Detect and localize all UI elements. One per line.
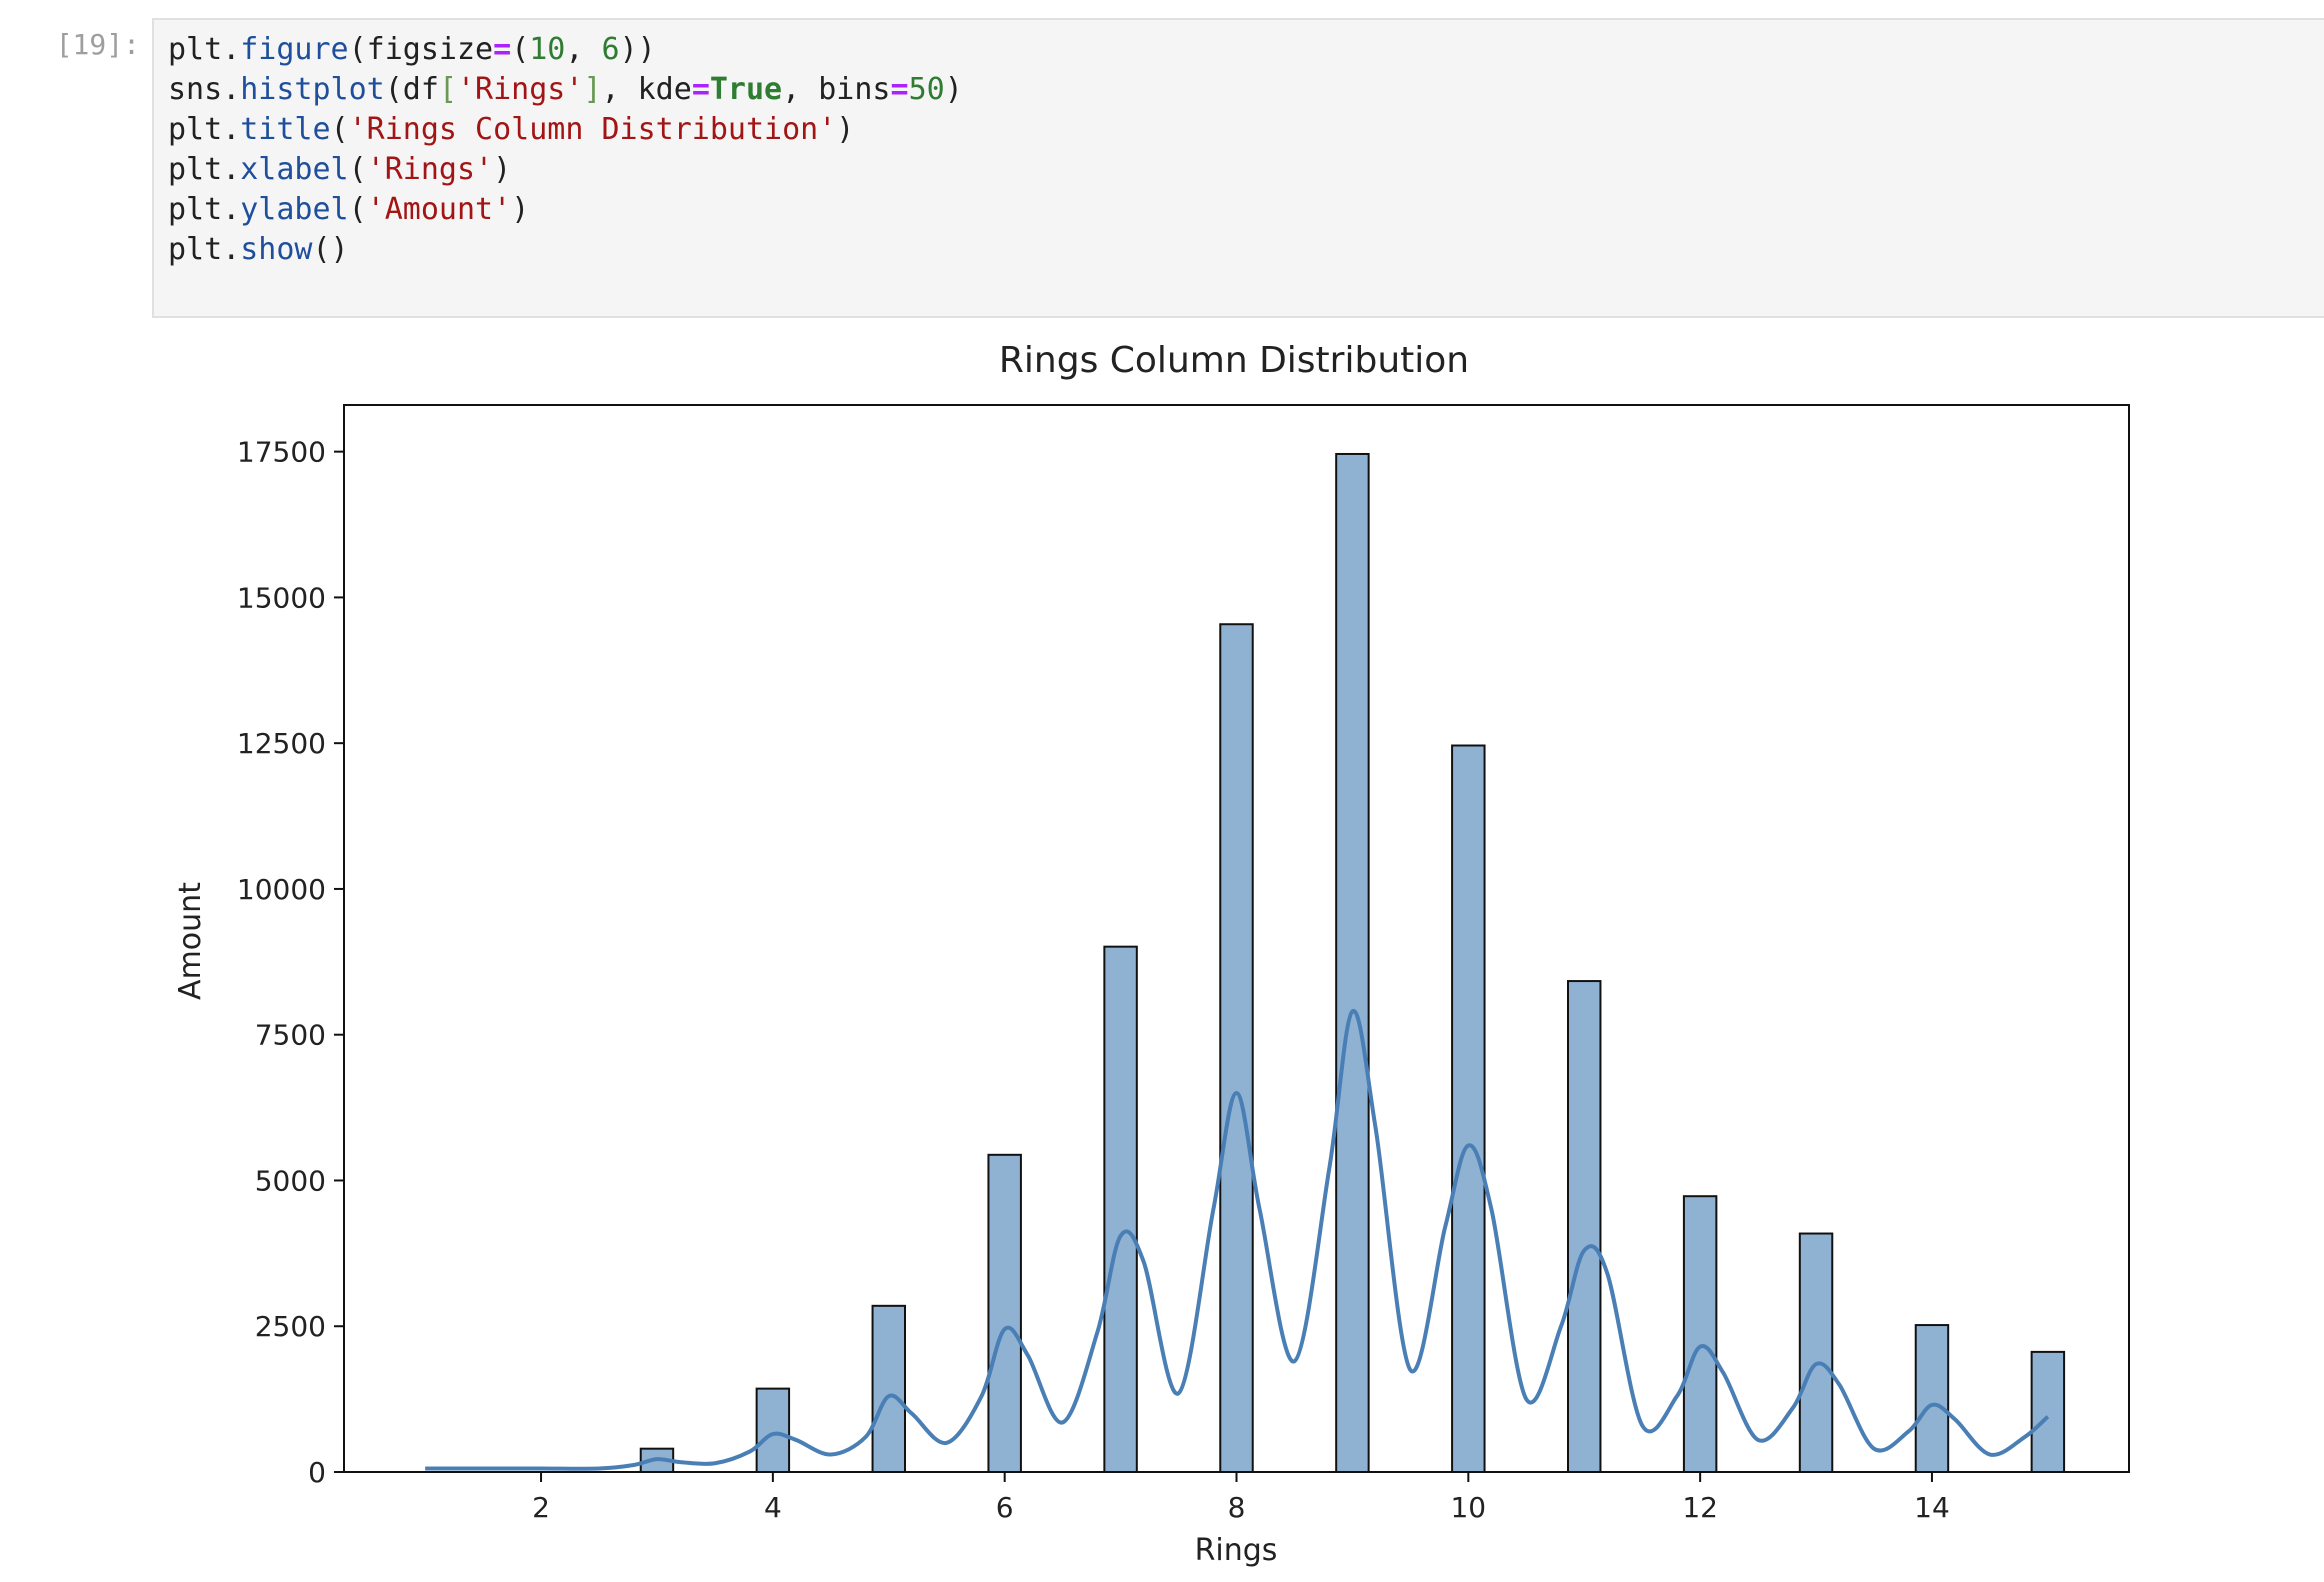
chart-title: Rings Column Distribution (999, 340, 1469, 381)
code-token: 50 (908, 72, 945, 107)
code-token: sns (168, 72, 223, 107)
code-token: plt (168, 112, 223, 147)
y-tick-label: 15000 (237, 581, 326, 614)
code-line: sns.histplot(df['Rings'], kde=True, bins… (168, 70, 963, 110)
code-token: 10 (529, 32, 566, 67)
code-token: 'Rings' (457, 72, 584, 107)
histogram-bar (987, 1153, 1022, 1473)
code-token: histplot (240, 72, 385, 107)
code-token: plt (168, 152, 223, 187)
histogram-bar (1682, 1195, 1718, 1474)
code-token: ( (348, 152, 367, 187)
code-token: 'Rings Column Distribution' (348, 112, 837, 147)
y-tick-label: 5000 (255, 1164, 326, 1197)
code-line: plt.xlabel('Rings') (168, 150, 963, 190)
code-token: . (222, 72, 241, 107)
y-tick-label: 12500 (237, 727, 326, 760)
code-line: plt.ylabel('Amount') (168, 190, 963, 230)
x-tick-label: 6 (996, 1491, 1014, 1524)
code-token: ) (836, 112, 855, 147)
code-token: ) (944, 72, 963, 107)
code-token: ( (348, 192, 367, 227)
code-token: plt (168, 232, 223, 267)
code-token: . (222, 32, 241, 67)
code-token: = (890, 72, 909, 107)
histogram-bar (755, 1387, 791, 1474)
code-token: (figsize (348, 32, 494, 67)
code-token: plt (168, 192, 223, 227)
code-token: ) (493, 152, 512, 187)
histogram-bar (1219, 623, 1254, 1473)
code-token: = (691, 72, 710, 107)
code-token: ] (583, 72, 602, 107)
code-token: ( (330, 112, 349, 147)
x-tick-label: 14 (1914, 1491, 1950, 1524)
histogram-bar (1567, 980, 1602, 1474)
y-tick-label: 7500 (255, 1019, 326, 1052)
code-token: ( (511, 32, 530, 67)
code-line: plt.show() (168, 230, 963, 270)
x-tick-label: 8 (1228, 1491, 1246, 1524)
code-token: 'Rings' (366, 152, 494, 187)
y-tick-label: 10000 (237, 873, 326, 906)
code-token: figure (240, 32, 349, 67)
code-token: show (240, 232, 313, 267)
code-token: ylabel (240, 192, 349, 227)
code-token: , kde (601, 72, 692, 107)
code-token: . (222, 232, 241, 267)
code-token: . (222, 112, 241, 147)
y-tick-label: 0 (308, 1456, 326, 1489)
histogram-bar (2030, 1350, 2066, 1473)
histogram-bar (1335, 452, 1370, 1473)
y-axis-label: Amount (173, 882, 208, 1000)
code-token: True (709, 72, 783, 107)
code-token: 6 (601, 32, 620, 67)
code-token: = (493, 32, 512, 67)
histogram-bar (1914, 1324, 1950, 1473)
code-token: )) (619, 32, 656, 67)
histogram-bar (1798, 1232, 1834, 1474)
code-token: . (222, 192, 241, 227)
y-tick-label: 2500 (255, 1310, 326, 1343)
y-tick-label: 17500 (237, 436, 326, 469)
code-line: plt.figure(figsize=(10, 6)) (168, 30, 963, 70)
code-cell[interactable]: plt.figure(figsize=(10, 6)) sns.histplot(… (152, 18, 2324, 318)
histogram-bar (871, 1304, 907, 1474)
code-token: ) (511, 192, 530, 227)
x-tick-label: 10 (1450, 1491, 1486, 1524)
code-token: xlabel (240, 152, 349, 187)
code-line: plt.title('Rings Column Distribution') (168, 110, 963, 150)
code-token: , bins (782, 72, 891, 107)
x-axis: 2 4 6 8 10 12 14 (532, 1472, 1950, 1524)
x-tick-label: 2 (532, 1491, 550, 1524)
histogram-chart: Rings Column Distribution 0 2500 5000 7500 1… (173, 340, 2130, 1568)
cell-prompt: [19]: (55, 28, 140, 61)
code-token: () (312, 232, 349, 267)
histogram-bars (639, 452, 2066, 1474)
code-token: 'Amount' (366, 192, 512, 227)
code-token: , (565, 32, 602, 67)
kde-line (425, 1009, 2050, 1471)
code-token: [ (438, 72, 457, 107)
code-token: title (240, 112, 331, 147)
code-token: . (222, 152, 241, 187)
code-token: (df (384, 72, 439, 107)
code-editor[interactable]: plt.figure(figsize=(10, 6)) sns.histplot(… (168, 30, 963, 270)
x-tick-label: 4 (764, 1491, 782, 1524)
code-token: plt (168, 32, 223, 67)
histogram-bar (1451, 744, 1486, 1474)
x-axis-label: Rings (1195, 1533, 1278, 1568)
histogram-bar (1103, 945, 1138, 1473)
y-axis: 0 2500 5000 7500 10000 12500 15000 17500 (237, 436, 344, 1489)
x-tick-label: 12 (1682, 1491, 1718, 1524)
